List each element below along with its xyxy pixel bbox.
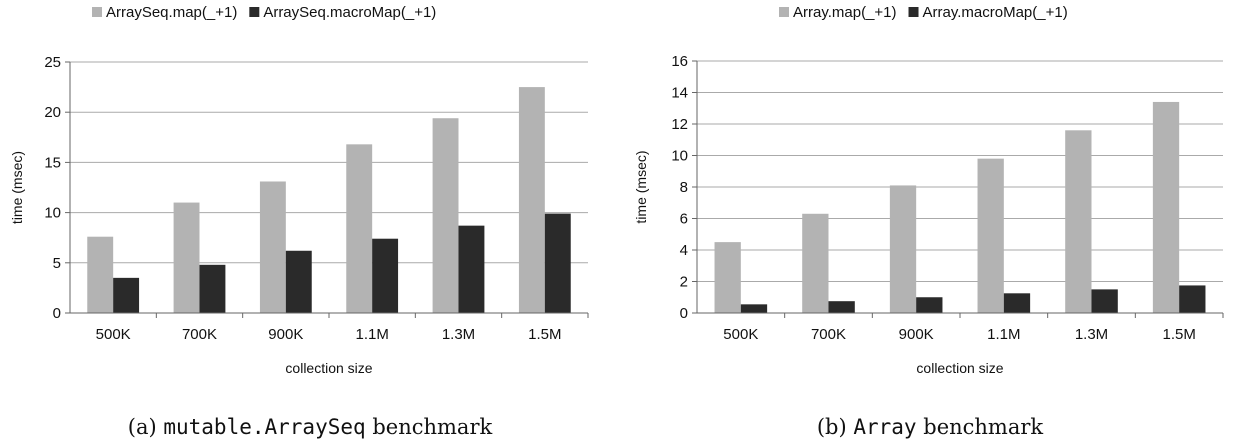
y-tick-label-b-0: 0 [680, 305, 688, 322]
caption-a-suffix: benchmark [365, 415, 493, 439]
legend-label-a-0: ArraySeq.map(_+1) [106, 4, 237, 21]
caption-a: (a) mutable.ArraySeq benchmark [10, 415, 610, 439]
y-tick-label-a-2: 10 [44, 205, 61, 222]
x-tick-label-a-0: 500K [96, 326, 131, 343]
y-tick-label-b-2: 4 [680, 242, 688, 259]
x-tick-label-b-1: 700K [811, 326, 846, 343]
bar-a-1-4 [458, 225, 485, 313]
y-axis-title-a: time (msec) [9, 151, 25, 224]
chart-panel-b: Array.map(_+1) Array.macroMap(_+1) 0 2 4 6 8 10… [620, 0, 1240, 445]
bar-a-1-0 [113, 277, 140, 313]
bar-b-1-1 [828, 301, 855, 313]
y-tick-label-b-1: 2 [680, 274, 688, 291]
bar-a-0-5 [518, 87, 545, 313]
caption-a-code: mutable.ArraySeq [163, 415, 366, 439]
x-tick-label-b-5: 1.5M [1162, 326, 1195, 343]
y-tick-label-b-7: 14 [671, 85, 688, 102]
caption-b-suffix: benchmark [916, 415, 1044, 439]
y-tick-label-a-0: 0 [53, 305, 61, 322]
bar-a-0-2 [259, 181, 286, 313]
bar-b-1-4 [1091, 289, 1118, 313]
x-axis-title-a: collection size [285, 360, 372, 376]
y-tick-label-b-5: 10 [671, 148, 688, 165]
x-tick-label-b-2: 900K [899, 326, 934, 343]
x-axis-title-b: collection size [916, 360, 1003, 376]
bar-a-0-3 [346, 144, 373, 313]
bar-a-0-0 [87, 236, 114, 313]
bar-b-1-5 [1179, 285, 1206, 313]
y-tick-label-a-4: 20 [44, 104, 61, 121]
x-tick-label-b-0: 500K [723, 326, 758, 343]
x-tick-label-a-4: 1.3M [442, 326, 475, 343]
bar-a-1-5 [544, 213, 571, 313]
legend-label-b-1: Array.macroMap(_+1) [923, 4, 1068, 21]
chart-panel-a: ArraySeq.map(_+1) ArraySeq.macroMap(_+1) 0… [9, 4, 610, 439]
x-tick-label-a-3: 1.1M [355, 326, 388, 343]
y-tick-label-b-4: 8 [680, 179, 688, 196]
x-tick-label-a-5: 1.5M [528, 326, 561, 343]
bar-a-1-2 [285, 250, 312, 313]
y-tick-label-a-5: 25 [44, 54, 61, 71]
bar-a-1-1 [199, 264, 226, 313]
caption-b: (b) Array benchmark [630, 415, 1230, 439]
bar-b-1-3 [1003, 293, 1031, 313]
bar-a-0-4 [432, 118, 459, 313]
legend-swatch-b-1 [908, 7, 919, 17]
bar-b-0-3 [977, 158, 1004, 313]
bar-chart-arrayseq: ArraySeq.map(_+1) ArraySeq.macroMap(_+1) 0… [9, 4, 589, 376]
bar-b-1-0 [740, 304, 768, 313]
caption-b-prefix: (b) [816, 415, 854, 439]
bar-a-1-3 [372, 238, 399, 313]
bar-b-0-5 [1152, 101, 1180, 313]
y-axis-title-b: time (msec) [633, 150, 649, 223]
bar-b-1-2 [916, 297, 943, 313]
legend-swatch-a-0 [92, 7, 102, 17]
bar-b-0-0 [714, 242, 741, 313]
legend-swatch-a-1 [249, 7, 260, 17]
y-tick-label-b-6: 12 [671, 116, 688, 133]
bar-b-0-4 [1065, 130, 1092, 313]
x-tick-label-a-1: 700K [182, 326, 217, 343]
caption-a-prefix: (a) [127, 415, 164, 439]
x-tick-label-b-3: 1.1M [987, 326, 1020, 343]
caption-b-code: Array [853, 415, 917, 439]
y-tick-label-b-3: 6 [680, 211, 688, 228]
bar-a-0-1 [173, 202, 200, 313]
bar-b-0-1 [802, 213, 829, 313]
x-tick-label-a-2: 900K [268, 326, 303, 343]
y-tick-label-a-1: 5 [53, 255, 61, 272]
y-tick-label-a-3: 15 [44, 154, 61, 171]
bar-b-0-2 [889, 185, 917, 313]
legend-swatch-b-0 [779, 7, 789, 17]
legend-label-b-0: Array.map(_+1) [793, 4, 897, 21]
y-tick-label-b-8: 16 [671, 53, 688, 70]
x-tick-label-b-4: 1.3M [1075, 326, 1108, 343]
legend-label-a-1: ArraySeq.macroMap(_+1) [263, 4, 436, 21]
bar-chart-array: Array.map(_+1) Array.macroMap(_+1) 0 2 4 6 8 10… [633, 4, 1224, 376]
